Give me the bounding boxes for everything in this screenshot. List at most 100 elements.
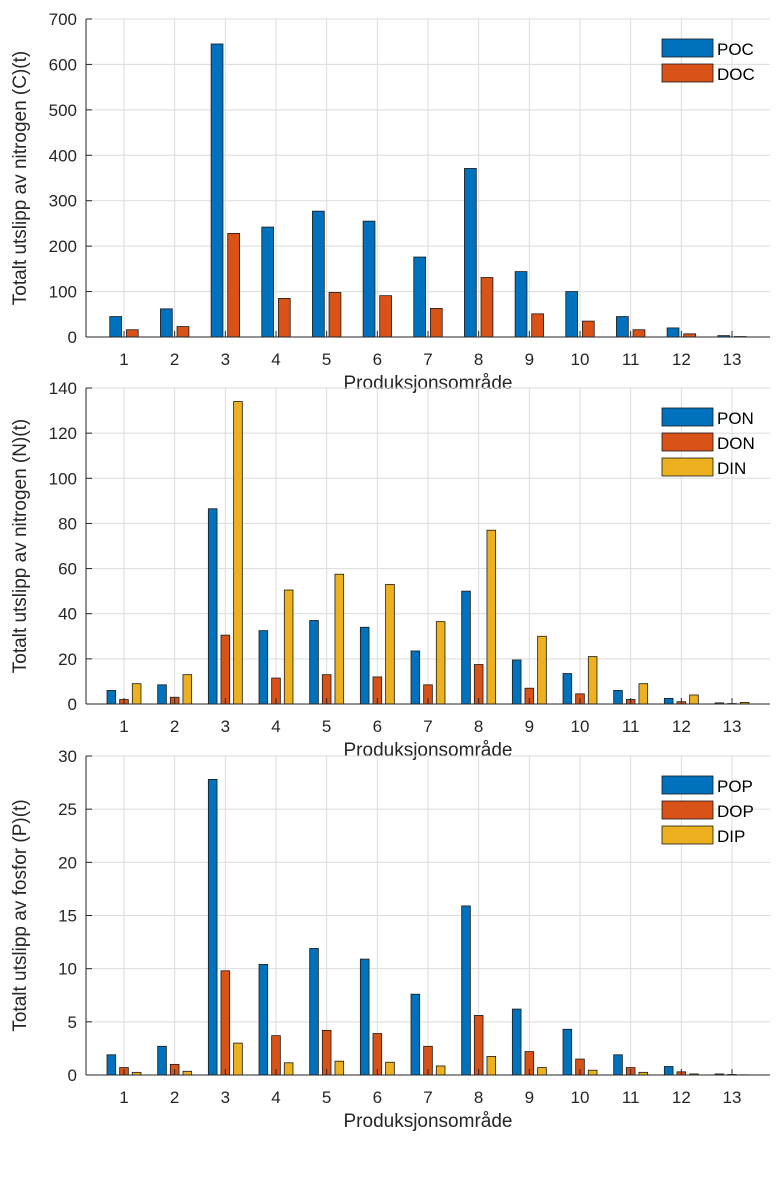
x-tick-label: 3: [221, 350, 230, 369]
x-tick-label: 6: [373, 1088, 382, 1107]
bar-POC-8: [464, 168, 477, 338]
y-tick-label: 500: [49, 101, 77, 120]
bar-POP-2: [157, 1045, 167, 1076]
bar-PON-4: [258, 630, 269, 705]
y-tick-label: 30: [58, 747, 77, 766]
bar-POP-7: [410, 993, 421, 1076]
bar-DIN-11: [638, 683, 649, 705]
x-tick-label: 1: [119, 717, 128, 736]
legend-swatch-DIP: [661, 825, 714, 845]
bar-POC-2: [160, 308, 173, 338]
bar-DIN-1: [131, 683, 142, 705]
bar-POP-4: [258, 964, 269, 1076]
grid: [86, 387, 770, 705]
y-tick-label: 100: [49, 283, 77, 302]
x-tick-label: 3: [221, 1088, 230, 1107]
bar-DOP-5: [321, 1029, 332, 1076]
bar-DIN-7: [435, 621, 446, 705]
bar-DIP-6: [385, 1061, 395, 1076]
x-tick-label: 8: [474, 1088, 483, 1107]
bar-DOC-1: [125, 329, 139, 338]
x-tick-label: 10: [571, 350, 590, 369]
y-tick-label: 120: [49, 424, 77, 443]
legend-swatch-DOC: [661, 63, 714, 83]
bar-DOP-3: [220, 970, 231, 1076]
bar-DOC-6: [379, 295, 392, 338]
y-tick-label: 40: [58, 605, 77, 624]
bar-DOC-11: [632, 329, 646, 338]
bar-DOC-5: [328, 292, 342, 338]
x-tick-label: 12: [672, 350, 691, 369]
bar-PON-3: [207, 508, 218, 705]
x-tick-label: 7: [423, 350, 432, 369]
x-tick-label: 3: [221, 717, 230, 736]
y-tick-label: 400: [49, 146, 77, 165]
bar-DIN-5: [334, 573, 345, 705]
bar-POC-12: [666, 327, 680, 338]
y-tick-label: 60: [58, 560, 77, 579]
bar-POP-3: [207, 778, 218, 1076]
bar-PON-6: [359, 626, 370, 705]
x-tick-label: 10: [571, 1088, 590, 1107]
x-axis-label: Produksjonsområde: [344, 1111, 513, 1132]
bar-DON-3: [220, 634, 231, 705]
y-tick-label: 80: [58, 514, 77, 533]
bar-DIN-4: [283, 589, 294, 705]
x-tick-label: 7: [423, 1088, 432, 1107]
y-axis-label: Totalt utslipp av nitrogen (N)(t): [10, 419, 31, 674]
y-tick-label: 20: [58, 650, 77, 669]
bar-DIN-8: [486, 529, 497, 705]
bar-DOP-6: [372, 1033, 383, 1076]
bar-DIN-12: [689, 694, 699, 705]
bar-DOC-7: [429, 307, 443, 338]
bar-POC-9: [514, 271, 528, 338]
bar-DIN-10: [587, 656, 598, 705]
bar-PON-5: [309, 620, 319, 705]
y-tick-label: 200: [49, 237, 77, 256]
series-DOC: [125, 233, 747, 338]
x-tick-label: 13: [723, 350, 742, 369]
x-tick-label: 6: [373, 717, 382, 736]
bar-PON-11: [613, 690, 623, 705]
x-tick-label: 9: [525, 350, 534, 369]
bar-POP-12: [663, 1066, 674, 1076]
bar-POC-3: [210, 43, 224, 338]
x-tick-label: 4: [271, 350, 280, 369]
legend-swatch-POP: [661, 775, 714, 795]
bar-DIP-5: [334, 1060, 345, 1076]
legend-swatch-DOP: [661, 800, 714, 820]
bar-DOC-9: [531, 313, 544, 338]
bar-DOP-8: [473, 1015, 484, 1076]
x-tick-label: 1: [119, 350, 128, 369]
y-tick-label: 600: [49, 55, 77, 74]
legend-swatch-PON: [661, 407, 714, 427]
bar-PON-2: [157, 684, 167, 705]
x-tick-label: 6: [373, 350, 382, 369]
bar-DIP-4: [283, 1062, 294, 1076]
y-axis-label: Totalt utslipp av fosfor (P)(t): [10, 799, 31, 1031]
x-tick-label: 9: [525, 717, 534, 736]
bar-DIP-7: [435, 1065, 446, 1076]
series-PON: [106, 508, 725, 705]
legend-swatch-DON: [661, 432, 714, 452]
y-tick-label: 10: [58, 960, 77, 979]
bar-POC-1: [109, 316, 123, 338]
bar-DOC-2: [176, 326, 190, 338]
bar-POP-5: [309, 948, 319, 1076]
legend-swatch-POC: [661, 38, 714, 58]
y-tick-label: 0: [68, 328, 77, 347]
bar-POC-4: [261, 226, 275, 338]
bar-DOC-10: [581, 320, 595, 338]
y-tick-label: 20: [58, 853, 77, 872]
y-tick-label: 0: [68, 695, 77, 714]
bar-DOC-3: [227, 233, 240, 338]
bar-POC-11: [616, 316, 629, 338]
bar-POP-6: [359, 958, 370, 1076]
grid: [86, 18, 770, 338]
x-tick-label: 8: [474, 350, 483, 369]
x-tick-label: 5: [322, 1088, 331, 1107]
x-tick-label: 9: [525, 1088, 534, 1107]
series-POC: [109, 43, 731, 338]
bar-PON-10: [562, 673, 573, 705]
